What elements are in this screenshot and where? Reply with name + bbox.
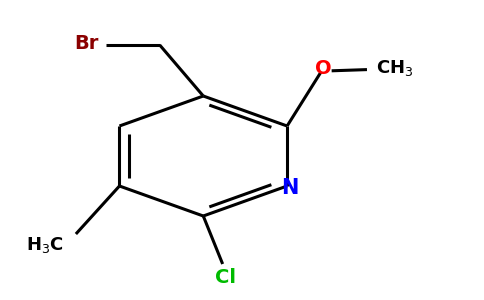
Text: Br: Br [74,34,98,53]
Text: CH$_3$: CH$_3$ [377,58,414,78]
Text: H$_3$C: H$_3$C [26,236,63,255]
Text: O: O [315,59,332,78]
Text: Cl: Cl [214,268,236,287]
Text: N: N [281,178,298,197]
